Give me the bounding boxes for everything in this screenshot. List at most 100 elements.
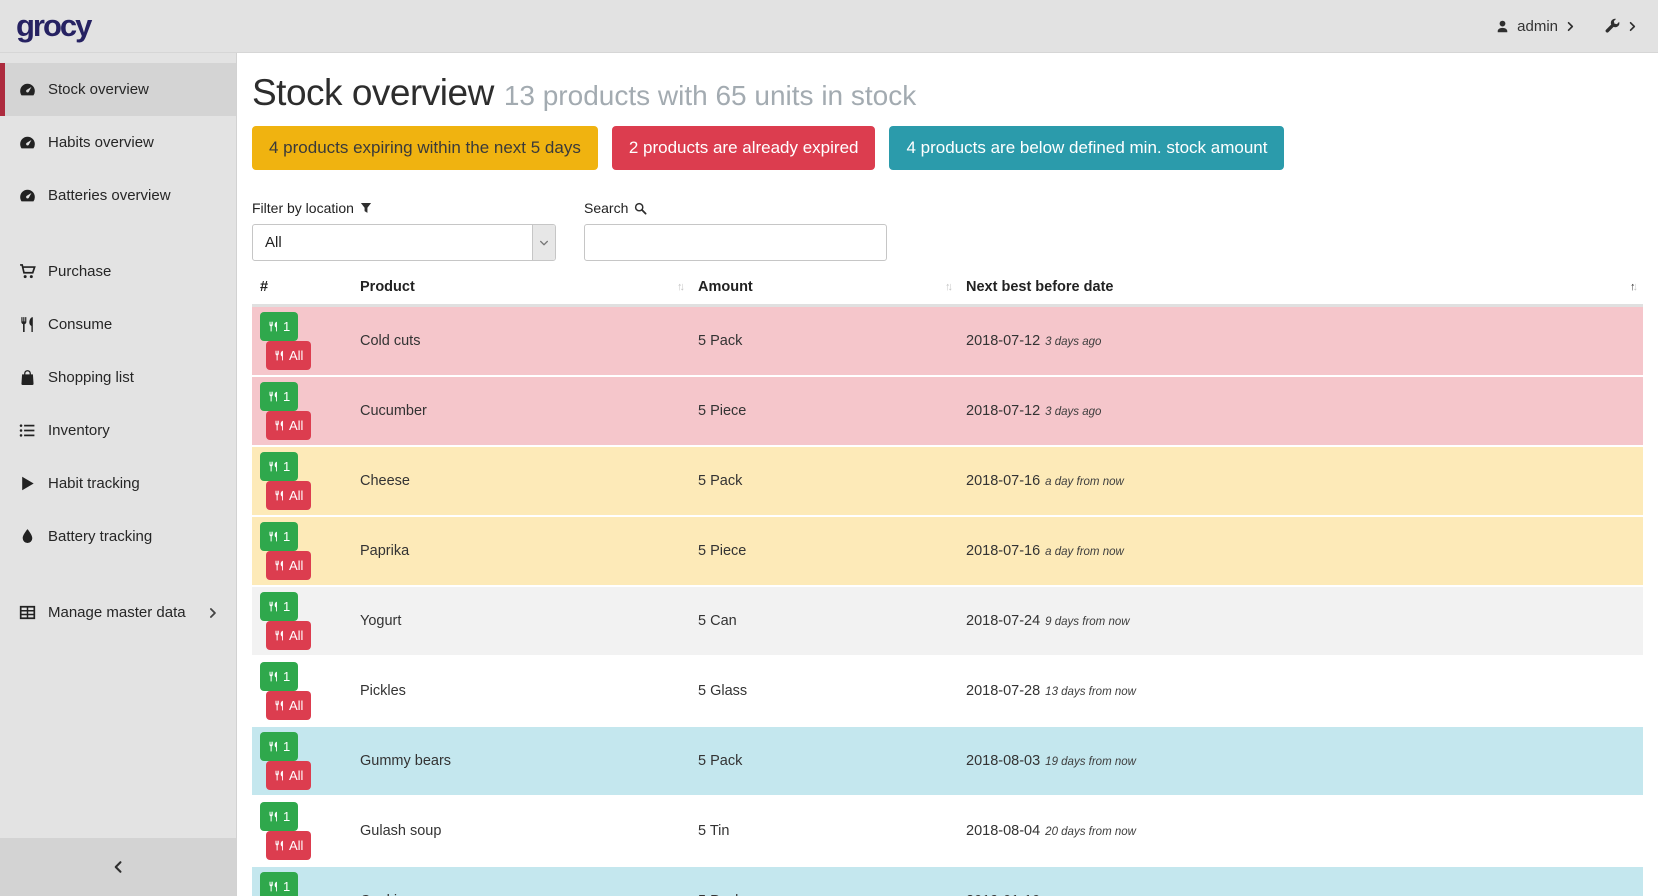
consume-all-button[interactable]: All xyxy=(266,831,312,860)
sidebar-item-batteries-overview[interactable]: Batteries overview xyxy=(0,169,236,222)
utensils-icon xyxy=(268,461,279,472)
top-bar: grocy admin xyxy=(0,0,1658,53)
sidebar-item-label: Consume xyxy=(48,316,113,333)
table-header-row: # Product ↑↓ Amount ↑↓ Next best before … xyxy=(252,271,1643,307)
sidebar-item-stock-overview[interactable]: Stock overview xyxy=(0,63,236,116)
row-actions: 1 All xyxy=(252,656,352,726)
sidebar-item-habit-tracking[interactable]: Habit tracking xyxy=(0,457,236,510)
settings-menu[interactable] xyxy=(1604,18,1638,34)
consume-all-button[interactable]: All xyxy=(266,341,312,370)
table-row: 1 All Yogurt 5 Can 2018-07-24 9 days from… xyxy=(252,586,1643,656)
utensils-icon xyxy=(274,420,285,431)
product-cell: Cucumber xyxy=(360,403,427,419)
consume-one-button[interactable]: 1 xyxy=(260,802,299,831)
chevron-right-icon xyxy=(1627,21,1638,32)
bag-icon xyxy=(18,369,37,386)
utensils-icon xyxy=(268,811,279,822)
date-cell: 2018-08-04 20 days from now xyxy=(966,823,1136,839)
consume-one-button[interactable]: 1 xyxy=(260,732,299,761)
user-name: admin xyxy=(1517,17,1558,35)
page-header: Stock overview 13 products with 65 units… xyxy=(252,72,1643,114)
filter-bar: Filter by location All Search xyxy=(252,200,1643,261)
sidebar-item-label: Stock overview xyxy=(48,81,149,98)
amount-cell: 5 Piece xyxy=(698,403,747,419)
user-menu[interactable]: admin xyxy=(1495,18,1576,35)
product-cell: Gulash soup xyxy=(360,823,442,839)
product-cell: Yogurt xyxy=(360,613,402,629)
amount-cell: 5 Pack xyxy=(698,473,743,489)
product-cell: Gummy bears xyxy=(360,753,452,769)
sidebar-collapse-button[interactable] xyxy=(0,838,236,896)
consume-one-button[interactable]: 1 xyxy=(260,872,299,896)
sort-icon: ↑↓ xyxy=(677,281,685,293)
consume-all-button[interactable]: All xyxy=(266,691,312,720)
row-actions: 1 All xyxy=(252,586,352,656)
wrench-icon xyxy=(1604,18,1620,34)
consume-all-button[interactable]: All xyxy=(266,761,312,790)
location-filter-group: Filter by location All xyxy=(252,200,556,261)
search-group: Search xyxy=(584,200,887,261)
consume-one-button[interactable]: 1 xyxy=(260,312,299,341)
utensils-icon xyxy=(268,321,279,332)
date-cell: 2018-07-12 3 days ago xyxy=(966,403,1102,419)
status-badge[interactable]: 4 products are below defined min. stock … xyxy=(889,126,1285,170)
location-select-value: All xyxy=(265,234,282,251)
page-subtitle: 13 products with 65 units in stock xyxy=(503,80,917,111)
consume-all-button[interactable]: All xyxy=(266,411,312,440)
consume-one-button[interactable]: 1 xyxy=(260,662,299,691)
sidebar-item-label: Inventory xyxy=(48,422,110,439)
search-input[interactable] xyxy=(584,224,887,261)
consume-all-button[interactable]: All xyxy=(266,551,312,580)
row-actions: 1 All xyxy=(252,796,352,866)
column-header-date[interactable]: Next best before date ↑↓ xyxy=(958,271,1643,307)
row-actions: 1 All xyxy=(252,446,352,516)
amount-cell: 5 Tin xyxy=(698,823,730,839)
amount-cell: 5 Pack xyxy=(690,866,958,896)
product-cell: Cookies xyxy=(352,866,690,896)
location-select[interactable]: All xyxy=(252,224,556,261)
amount-cell: 5 Piece xyxy=(698,543,747,559)
sidebar-item-label: Manage master data xyxy=(48,604,186,621)
consume-all-button[interactable]: All xyxy=(266,481,312,510)
sidebar-item-habits-overview[interactable]: Habits overview xyxy=(0,116,236,169)
table-row: 1 All Pickles 5 Glass 2018-07-28 13 days … xyxy=(252,656,1643,726)
consume-one-button[interactable]: 1 xyxy=(260,382,299,411)
table-row: 1 All Paprika 5 Piece 2018-07-16 a day fr… xyxy=(252,516,1643,586)
sidebar-item-battery-tracking[interactable]: Battery tracking xyxy=(0,510,236,563)
date-cell: 2018-07-16 a day from now xyxy=(966,473,1124,489)
date-cell: 2018-07-28 13 days from now xyxy=(966,683,1136,699)
sidebar-item-shopping-list[interactable]: Shopping list xyxy=(0,351,236,404)
column-header-index: # xyxy=(252,271,352,307)
consume-one-button[interactable]: 1 xyxy=(260,592,299,621)
status-badge[interactable]: 4 products expiring within the next 5 da… xyxy=(252,126,598,170)
consume-one-button[interactable]: 1 xyxy=(260,522,299,551)
tachometer-icon xyxy=(18,134,37,151)
row-actions: 1 All xyxy=(252,516,352,586)
sort-icon: ↑↓ xyxy=(1630,281,1638,293)
sidebar-item-label: Batteries overview xyxy=(48,187,171,204)
sort-icon: ↑↓ xyxy=(945,281,953,293)
table-row: 1 All Cucumber 5 Piece 2018-07-12 3 days … xyxy=(252,376,1643,446)
sidebar-item-label: Habits overview xyxy=(48,134,154,151)
sidebar-item-inventory[interactable]: Inventory xyxy=(0,404,236,457)
sidebar-item-manage-master-data[interactable]: Manage master data xyxy=(0,586,236,639)
utensils-icon xyxy=(268,391,279,402)
sidebar-item-consume[interactable]: Consume xyxy=(0,298,236,351)
product-cell: Pickles xyxy=(360,683,406,699)
cart-icon xyxy=(18,263,37,280)
date-cell: 2018-07-24 9 days from now xyxy=(966,613,1130,629)
consume-all-button[interactable]: All xyxy=(266,621,312,650)
status-badge[interactable]: 2 products are already expired xyxy=(611,126,876,170)
utensils-icon xyxy=(274,770,285,781)
sidebar-item-purchase[interactable]: Purchase xyxy=(0,245,236,298)
date-cell: 2018-07-16 a day from now xyxy=(966,543,1124,559)
consume-one-button[interactable]: 1 xyxy=(260,452,299,481)
search-icon xyxy=(634,202,647,215)
utensils-icon xyxy=(274,700,285,711)
tachometer-icon xyxy=(18,187,37,204)
amount-cell: 5 Pack xyxy=(698,753,743,769)
main-content: Stock overview 13 products with 65 units… xyxy=(237,53,1658,896)
column-header-amount[interactable]: Amount ↑↓ xyxy=(690,271,958,307)
sidebar-item-label: Purchase xyxy=(48,263,112,280)
column-header-product[interactable]: Product ↑↓ xyxy=(352,271,690,307)
